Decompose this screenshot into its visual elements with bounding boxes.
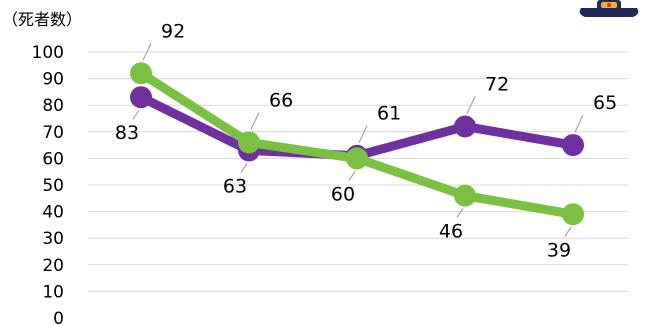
y-tick-label: 40 [42, 203, 64, 223]
data-label: 46 [439, 221, 463, 243]
y-tick-label: 0 [53, 309, 64, 325]
data-point [130, 62, 152, 85]
leader-line [456, 208, 464, 218]
data-point [454, 184, 476, 207]
data-point [562, 203, 584, 226]
y-tick-label: 90 [42, 70, 64, 90]
data-point [346, 147, 368, 170]
y-tick-label: 80 [42, 96, 64, 116]
y-tick-label: 30 [42, 229, 64, 249]
y-tick-label: 10 [42, 282, 64, 302]
data-point [454, 115, 476, 138]
y-tick-label: 20 [42, 256, 64, 276]
data-point [130, 86, 152, 109]
data-label: 63 [223, 175, 247, 197]
leader-line [358, 125, 368, 143]
unit-label: （死者数） [2, 10, 82, 29]
leader-line [466, 96, 476, 114]
data-label: 66 [269, 89, 293, 111]
leader-line [250, 112, 260, 130]
leader-line [574, 114, 584, 133]
leader-line [142, 43, 152, 61]
y-tick-label: 70 [42, 123, 64, 143]
y-tick-label: 60 [42, 149, 64, 169]
y-tick-label: 100 [32, 43, 64, 63]
data-label: 60 [331, 183, 355, 205]
y-tick-label: 50 [42, 176, 64, 196]
leader-line [564, 226, 572, 237]
leader-line [240, 163, 248, 173]
data-label: 61 [377, 103, 401, 125]
leader-line [348, 171, 356, 181]
data-label: 72 [485, 73, 509, 95]
data-label: 39 [547, 239, 571, 261]
data-label: 83 [115, 122, 139, 144]
leader-line [132, 109, 140, 120]
mascot-icon [579, 0, 639, 17]
data-label: 92 [161, 20, 185, 42]
data-point [562, 134, 584, 157]
data-point [238, 131, 260, 154]
data-label: 65 [593, 92, 617, 114]
